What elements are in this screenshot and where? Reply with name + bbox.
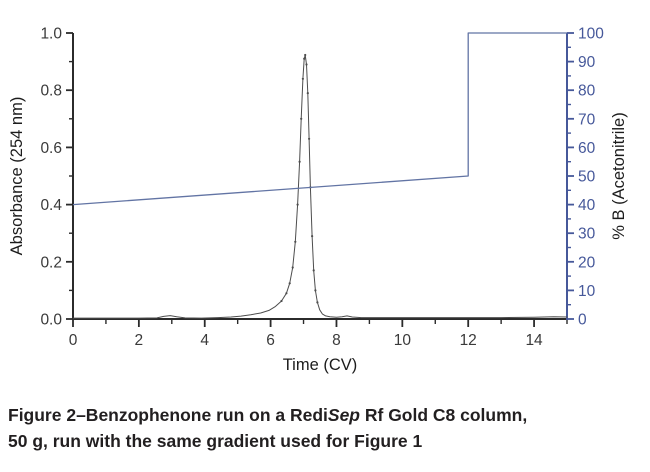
trace-data-marker [305, 63, 308, 66]
y-left-tick-label: 0.6 [40, 140, 62, 157]
trace-data-marker [291, 266, 294, 269]
trace-data-marker [301, 77, 304, 80]
x-tick-label: 8 [332, 332, 341, 349]
absorbance-trace [72, 54, 568, 319]
y-right-tick-label: 60 [578, 140, 596, 157]
x-tick-label: 14 [525, 332, 543, 349]
trace-data-marker [280, 299, 283, 303]
x-tick-label: 12 [460, 332, 477, 349]
y-right-tick-label: 40 [578, 197, 596, 214]
left-axis-title: Absorbance (254 nm) [8, 96, 26, 256]
y-left-tick-label: 0.8 [40, 83, 62, 100]
y-left-tick-label: 1.0 [40, 26, 62, 43]
x-axis-title: Time (CV) [282, 356, 358, 374]
chart-canvas: 0 2 4 6 8 10 12 14 0.0 0.2 0.4 0.6 0.8 1.0 0 10 20 30 40 50… [40, 26, 604, 350]
y-right-tick-label: 100 [578, 26, 604, 43]
x-tick-label: 2 [135, 332, 144, 349]
right-axis-title: % B (Acetonitrile) [610, 112, 628, 240]
trace-data-marker [294, 240, 297, 243]
trace-data-marker [296, 203, 299, 206]
y-left-tick-label: 0.2 [40, 254, 62, 271]
y-left-tick-label: 0.0 [40, 312, 62, 329]
x-tick-label: 6 [266, 332, 275, 349]
caption-line-1-suffix: Rf Gold C8 column, [360, 405, 528, 425]
y-right-tick-label: 30 [578, 226, 596, 243]
trace-data-marker [303, 57, 306, 60]
trace-data-marker [304, 53, 307, 57]
trace-data-marker [288, 282, 291, 285]
figure-2-panel: 0 2 4 6 8 10 12 14 0.0 0.2 0.4 0.6 0.8 1.0 0 10 20 30 40 50… [8, 26, 640, 454]
caption-line-1: Figure 2–Benzophenone run on a RediSep R… [8, 402, 640, 428]
trace-data-marker [314, 289, 317, 292]
caption-redisep-italic: Sep [327, 405, 360, 425]
chromatogram-chart: 0 2 4 6 8 10 12 14 0.0 0.2 0.4 0.6 0.8 1.0 0 10 20 30 40 50… [8, 26, 628, 375]
trace-data-marker [298, 160, 301, 163]
figure-caption: Figure 2–Benzophenone run on a RediSep R… [8, 402, 640, 454]
y-right-tick-label: 0 [578, 312, 587, 329]
trace-data-marker [311, 235, 314, 238]
y-right-tick-label: 10 [578, 283, 596, 300]
x-tick-label: 10 [394, 332, 412, 349]
caption-line-1-prefix: Figure 2–Benzophenone run on a Redi [8, 405, 328, 425]
trace-data-marker [312, 269, 315, 272]
y-right-tick-label: 70 [578, 111, 596, 128]
y-right-tick-label: 50 [578, 169, 596, 186]
y-left-tick-label: 0.4 [40, 197, 62, 214]
trace-data-marker [316, 301, 319, 304]
y-right-tick-label: 80 [578, 83, 596, 100]
caption-line-2: 50 g, run with the same gradient used fo… [8, 431, 423, 451]
trace-data-marker [300, 117, 303, 120]
trace-data-marker [285, 292, 288, 295]
trace-data-marker [308, 137, 311, 140]
x-tick-label: 4 [200, 332, 209, 349]
gradient-line [72, 32, 568, 206]
y-right-tick-label: 90 [578, 54, 596, 71]
y-right-tick-label: 20 [578, 254, 596, 271]
trace-data-marker [306, 92, 309, 95]
x-tick-label: 0 [69, 332, 78, 349]
